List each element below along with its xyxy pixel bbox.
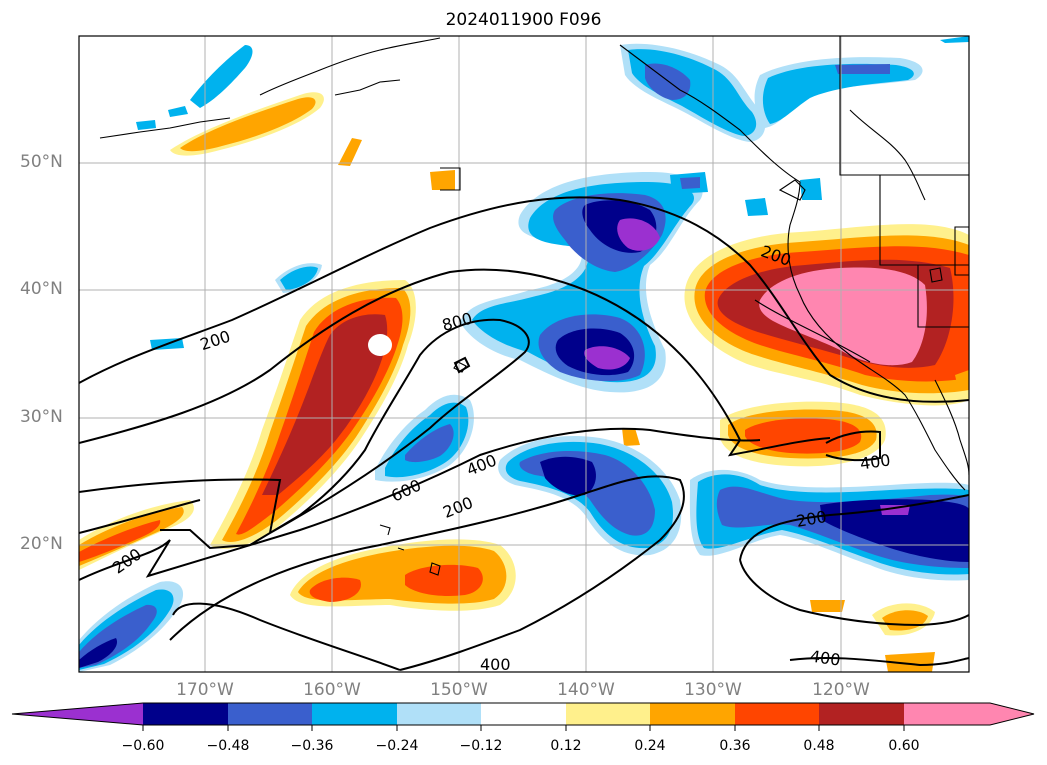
negative-anomaly-gulf-of-alaska: [190, 36, 969, 216]
colorbar-tick-label: −0.36: [290, 738, 334, 754]
positive-anomaly-southeast: [810, 370, 969, 672]
colorbar-tick-label: 0.60: [888, 738, 920, 754]
colorbar-tick-label: −0.48: [206, 738, 250, 754]
longitude-label: 130°W: [684, 680, 742, 700]
longitude-label: 160°W: [303, 680, 361, 700]
contour-label: 400: [480, 655, 511, 674]
latitude-label: 30°N: [20, 407, 63, 427]
latitude-label: 50°N: [20, 152, 63, 172]
colorbar-segment: [228, 703, 312, 725]
colorbar-tick-label: −0.24: [375, 738, 419, 754]
longitude-label: 170°W: [176, 680, 234, 700]
colorbar-max-extend: [904, 703, 1034, 725]
map-plot-area: [79, 36, 969, 672]
colorbar-segment: [312, 703, 397, 725]
map-frame: [78, 35, 970, 673]
latitude-label: 40°N: [20, 279, 63, 299]
colorbar-segment: [735, 703, 819, 725]
longitude-label: 150°W: [430, 680, 488, 700]
contour-label-group: 200 800 400 600 200 200 200 400 200 400 …: [109, 242, 892, 674]
positive-anomaly-california: [684, 224, 969, 406]
colorbar-segment: [819, 703, 904, 725]
contour-label: 400: [809, 647, 842, 670]
colorbar-tick-label: 0.36: [719, 738, 751, 754]
positive-anomaly-central-pacific: [210, 280, 416, 549]
colorbar-segment: [650, 703, 735, 725]
colorbar-tick-label: 0.48: [803, 738, 835, 754]
colorbar-segment: [397, 703, 481, 725]
longitude-label: 140°W: [557, 680, 615, 700]
negative-anomaly-southwest: [79, 581, 184, 672]
positive-anomaly-aleutians: [170, 92, 455, 190]
negative-anomaly-northeast-pacific: [460, 172, 708, 393]
colorbar-segment: [566, 703, 650, 725]
latitude-label: 20°N: [20, 534, 63, 554]
colorbar-segment: [481, 703, 566, 725]
gridlines: [79, 36, 969, 672]
longitude-label: 120°W: [812, 680, 870, 700]
height-contours: [79, 196, 969, 671]
coastlines: [99, 36, 969, 576]
colorbar: [11, 702, 1035, 731]
colorbar-tick-label: −0.60: [121, 738, 165, 754]
map-title: 2024011900 F096: [445, 10, 602, 30]
colorbar-tick-label: 0.12: [550, 738, 582, 754]
colorbar-min-extend: [12, 703, 143, 725]
colorbar-segment: [143, 703, 228, 725]
colorbar-tick-label: 0.24: [634, 738, 666, 754]
colorbar-tick-label: −0.12: [459, 738, 503, 754]
negative-anomaly-central-tongue: [375, 394, 474, 482]
contour-label: 400: [859, 450, 892, 473]
